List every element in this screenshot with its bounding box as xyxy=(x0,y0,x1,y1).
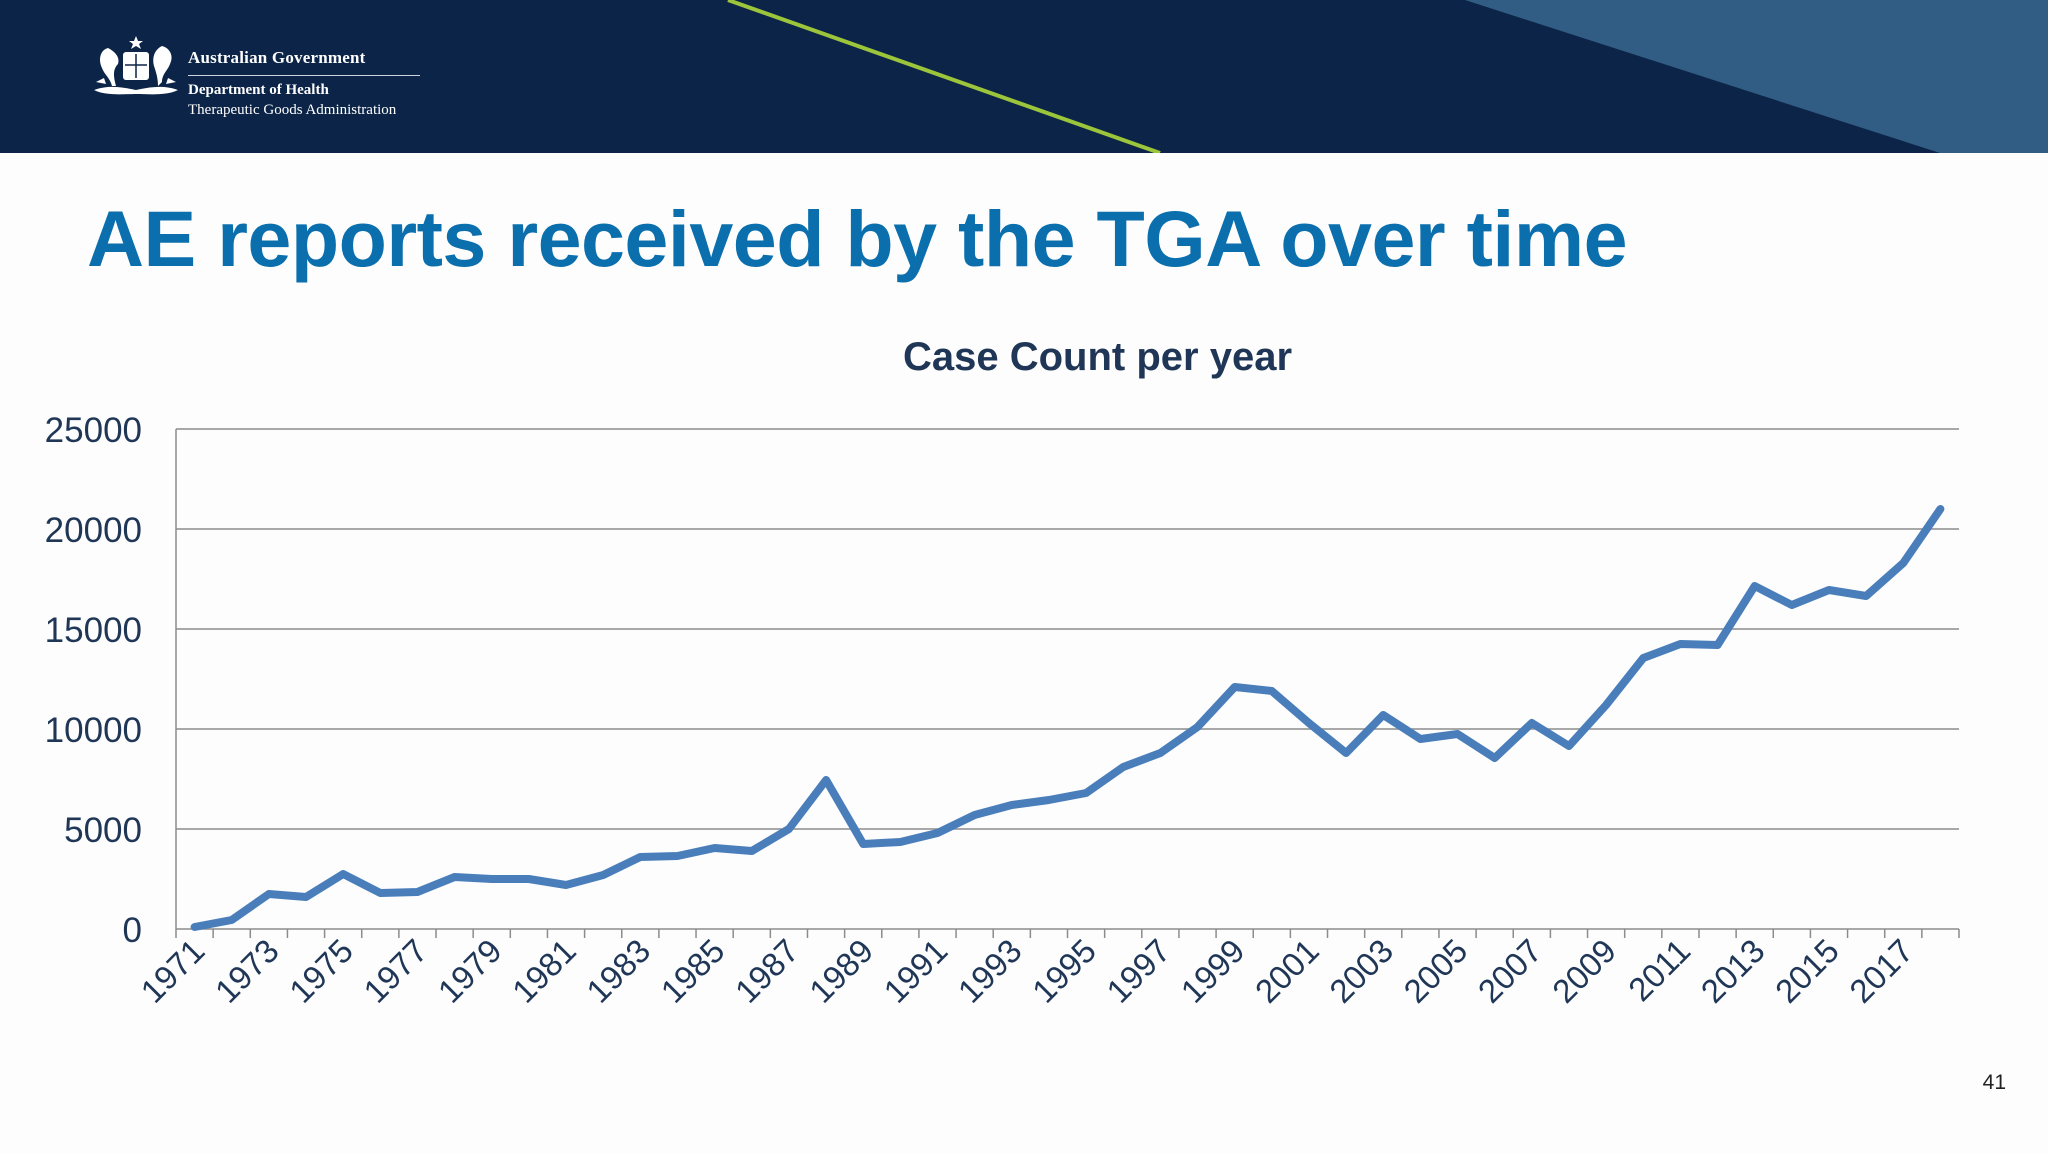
x-tick-label: 1983 xyxy=(579,932,657,1010)
data-point xyxy=(1268,687,1276,695)
data-point xyxy=(859,840,867,848)
data-point xyxy=(673,852,681,860)
data-point xyxy=(1788,601,1796,609)
data-point xyxy=(1714,641,1722,649)
data-point xyxy=(785,825,793,833)
data-point xyxy=(896,838,904,846)
data-point xyxy=(1751,582,1759,590)
data-point xyxy=(711,844,719,852)
x-tick-label: 1973 xyxy=(208,932,286,1010)
data-point xyxy=(1305,719,1313,727)
data-point xyxy=(1379,711,1387,719)
x-tick-label: 1971 xyxy=(133,932,211,1010)
data-point xyxy=(1639,654,1647,662)
x-tick-label: 1995 xyxy=(1025,932,1103,1010)
series-line xyxy=(190,505,1945,931)
data-point xyxy=(1676,640,1684,648)
x-tick-label: 1981 xyxy=(505,932,583,1010)
chart-title: Case Count per year xyxy=(903,335,1292,379)
slide-title: AE reports received by the TGA over time xyxy=(87,194,1628,283)
x-tick-label: 2017 xyxy=(1842,932,1920,1010)
x-tick-label: 1987 xyxy=(728,932,806,1010)
coat-of-arms-icon xyxy=(94,36,178,95)
data-point xyxy=(599,871,607,879)
data-point xyxy=(376,889,384,897)
government-name: Australian Government xyxy=(188,48,366,67)
page-number: 41 xyxy=(1982,1071,2006,1094)
data-point xyxy=(1082,789,1090,797)
y-tick-label: 0 xyxy=(123,911,142,950)
data-point xyxy=(1342,749,1350,757)
x-tick-label: 2009 xyxy=(1545,932,1623,1010)
y-tick-label: 15000 xyxy=(45,611,142,650)
logo-divider xyxy=(188,75,420,76)
header-steel-triangle xyxy=(1465,0,2048,153)
data-point xyxy=(1565,742,1573,750)
x-tick-label: 2015 xyxy=(1768,932,1846,1010)
x-tick-label: 1997 xyxy=(1099,932,1177,1010)
data-point xyxy=(1156,749,1164,757)
x-tick-label: 1999 xyxy=(1174,932,1252,1010)
data-point xyxy=(1416,735,1424,743)
y-tick-label: 10000 xyxy=(45,711,142,750)
x-tick-label: 1985 xyxy=(653,932,731,1010)
data-point xyxy=(1491,754,1499,762)
data-point xyxy=(748,847,756,855)
data-point xyxy=(1454,730,1462,738)
data-point xyxy=(451,873,459,881)
x-tick-label: 1991 xyxy=(876,932,954,1010)
x-tick-label: 2003 xyxy=(1322,932,1400,1010)
x-tick-label: 2011 xyxy=(1621,932,1697,1008)
department-name: Department of Health xyxy=(188,82,329,98)
header-background xyxy=(0,0,2048,153)
y-tick-label: 25000 xyxy=(45,411,142,450)
data-point xyxy=(1194,723,1202,731)
data-point xyxy=(413,888,421,896)
x-tick-label: 2013 xyxy=(1694,932,1772,1010)
x-tick-label: 2007 xyxy=(1471,932,1549,1010)
agency-name: Therapeutic Goods Administration xyxy=(188,102,397,118)
data-point xyxy=(265,890,273,898)
x-tick-label: 1975 xyxy=(282,932,360,1010)
data-point xyxy=(302,893,310,901)
data-point xyxy=(1602,701,1610,709)
data-point xyxy=(636,853,644,861)
data-point xyxy=(488,875,496,883)
x-tick-label: 1979 xyxy=(431,932,509,1010)
data-point xyxy=(562,881,570,889)
data-point xyxy=(933,829,941,837)
data-point xyxy=(822,776,830,784)
y-tick-label: 5000 xyxy=(64,811,142,850)
data-point xyxy=(1045,796,1053,804)
header-banner: Australian Government Department of Heal… xyxy=(0,0,2048,153)
data-point xyxy=(339,870,347,878)
data-point xyxy=(1008,801,1016,809)
data-point xyxy=(525,875,533,883)
x-tick-label: 1977 xyxy=(356,932,434,1010)
agency-logo-text: Australian Government Department of Heal… xyxy=(188,48,420,119)
data-point xyxy=(228,916,236,924)
data-point xyxy=(1119,763,1127,771)
data-point xyxy=(1231,683,1239,691)
header-accent-line xyxy=(727,0,1161,153)
case-count-line-chart: Case Count per year 0 5000 10000 15000 20000 2… xyxy=(45,335,1960,1010)
data-point xyxy=(191,923,199,931)
x-tick-label: 1989 xyxy=(802,932,880,1010)
data-point xyxy=(1825,586,1833,594)
data-point xyxy=(1528,719,1536,727)
x-tick-label: 1993 xyxy=(951,932,1029,1010)
y-tick-label: 20000 xyxy=(45,511,142,550)
x-tick-label: 2001 xyxy=(1248,932,1326,1010)
data-point xyxy=(1936,505,1944,513)
data-point xyxy=(971,811,979,819)
data-point xyxy=(1899,559,1907,567)
x-tick-label: 2005 xyxy=(1396,932,1474,1010)
data-point xyxy=(1862,592,1870,600)
